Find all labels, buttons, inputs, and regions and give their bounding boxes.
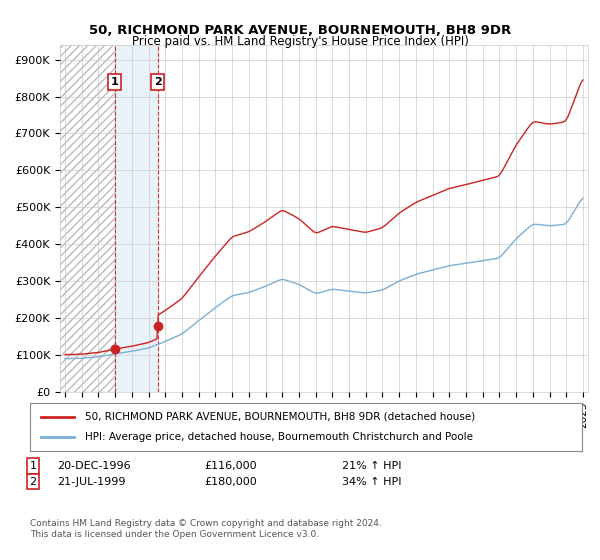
Bar [115,45,158,392]
Text: 50, RICHMOND PARK AVENUE, BOURNEMOUTH, BH8 9DR (detached house): 50, RICHMOND PARK AVENUE, BOURNEMOUTH, B… [85,412,475,422]
Text: 50, RICHMOND PARK AVENUE, BOURNEMOUTH, BH8 9DR: 50, RICHMOND PARK AVENUE, BOURNEMOUTH, B… [89,24,511,38]
Text: 2: 2 [29,477,37,487]
Text: 20-DEC-1996: 20-DEC-1996 [57,461,131,471]
Text: Contains HM Land Registry data © Crown copyright and database right 2024.
This d: Contains HM Land Registry data © Crown c… [30,520,382,539]
Text: 34% ↑ HPI: 34% ↑ HPI [342,477,401,487]
Bar [60,45,115,392]
Text: 21% ↑ HPI: 21% ↑ HPI [342,461,401,471]
Text: £116,000: £116,000 [204,461,257,471]
Text: 21-JUL-1999: 21-JUL-1999 [57,477,125,487]
Text: Price paid vs. HM Land Registry's House Price Index (HPI): Price paid vs. HM Land Registry's House … [131,35,469,49]
Text: £180,000: £180,000 [204,477,257,487]
Text: 1: 1 [29,461,37,471]
Text: 1: 1 [111,77,119,87]
Text: HPI: Average price, detached house, Bournemouth Christchurch and Poole: HPI: Average price, detached house, Bour… [85,432,473,442]
Text: 2: 2 [154,77,161,87]
